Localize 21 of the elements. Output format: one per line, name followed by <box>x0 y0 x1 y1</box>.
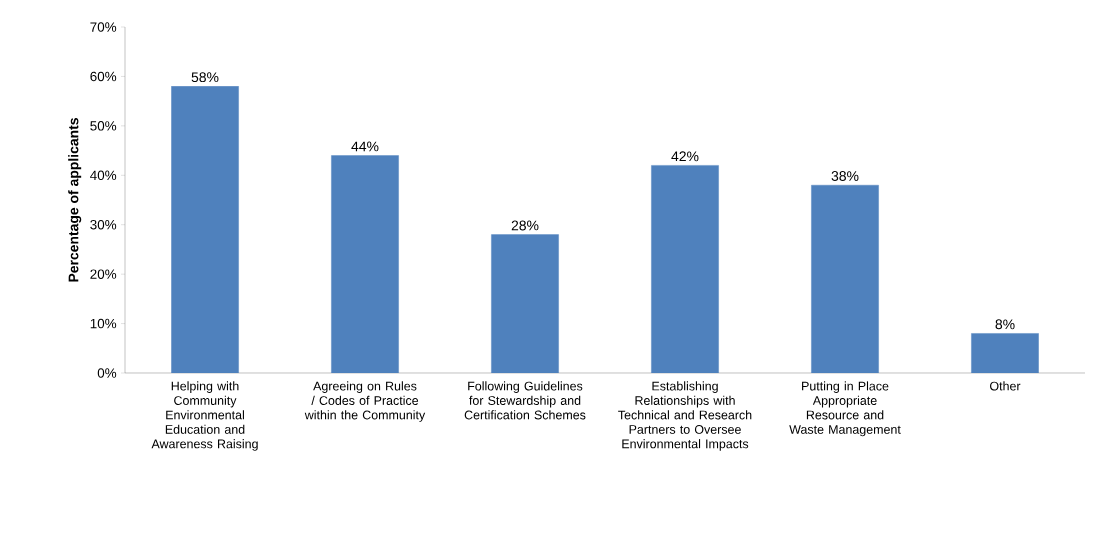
data-label: 8% <box>995 319 1015 330</box>
y-tick-label: 0% <box>97 368 117 378</box>
y-tick-label: 10% <box>90 318 117 329</box>
y-tick-label: 60% <box>90 71 117 82</box>
data-label: 58% <box>191 72 219 83</box>
x-tick-label: Following Guidelines for Stewardship and Certification Schemes <box>464 381 586 420</box>
x-tick-label: Helping with Community Environmental Education and Awareness Raising <box>151 381 258 451</box>
x-tick-label: Establishing Relationships with Technical and Research Partners to Oversee Environmental Impacts <box>618 381 752 451</box>
y-tick-label: 30% <box>90 219 117 230</box>
data-label: 28% <box>511 220 539 231</box>
y-tick-label: 70% <box>90 22 117 32</box>
y-tick-label: 20% <box>90 269 117 279</box>
y-tick-label: 50% <box>90 121 117 131</box>
data-label: 44% <box>351 141 379 152</box>
x-tick-label: Other <box>990 381 1021 391</box>
y-tick-label: 40% <box>90 170 117 181</box>
data-label: 42% <box>671 151 699 162</box>
x-tick-label: Putting in Place Appropriate Resource and Waste Management <box>789 381 901 437</box>
y-axis-title: Percentage of applicants <box>68 118 82 282</box>
data-label: 38% <box>831 171 859 181</box>
x-tick-label: Agreeing on Rules / Codes of Practice within the Community <box>304 381 426 422</box>
